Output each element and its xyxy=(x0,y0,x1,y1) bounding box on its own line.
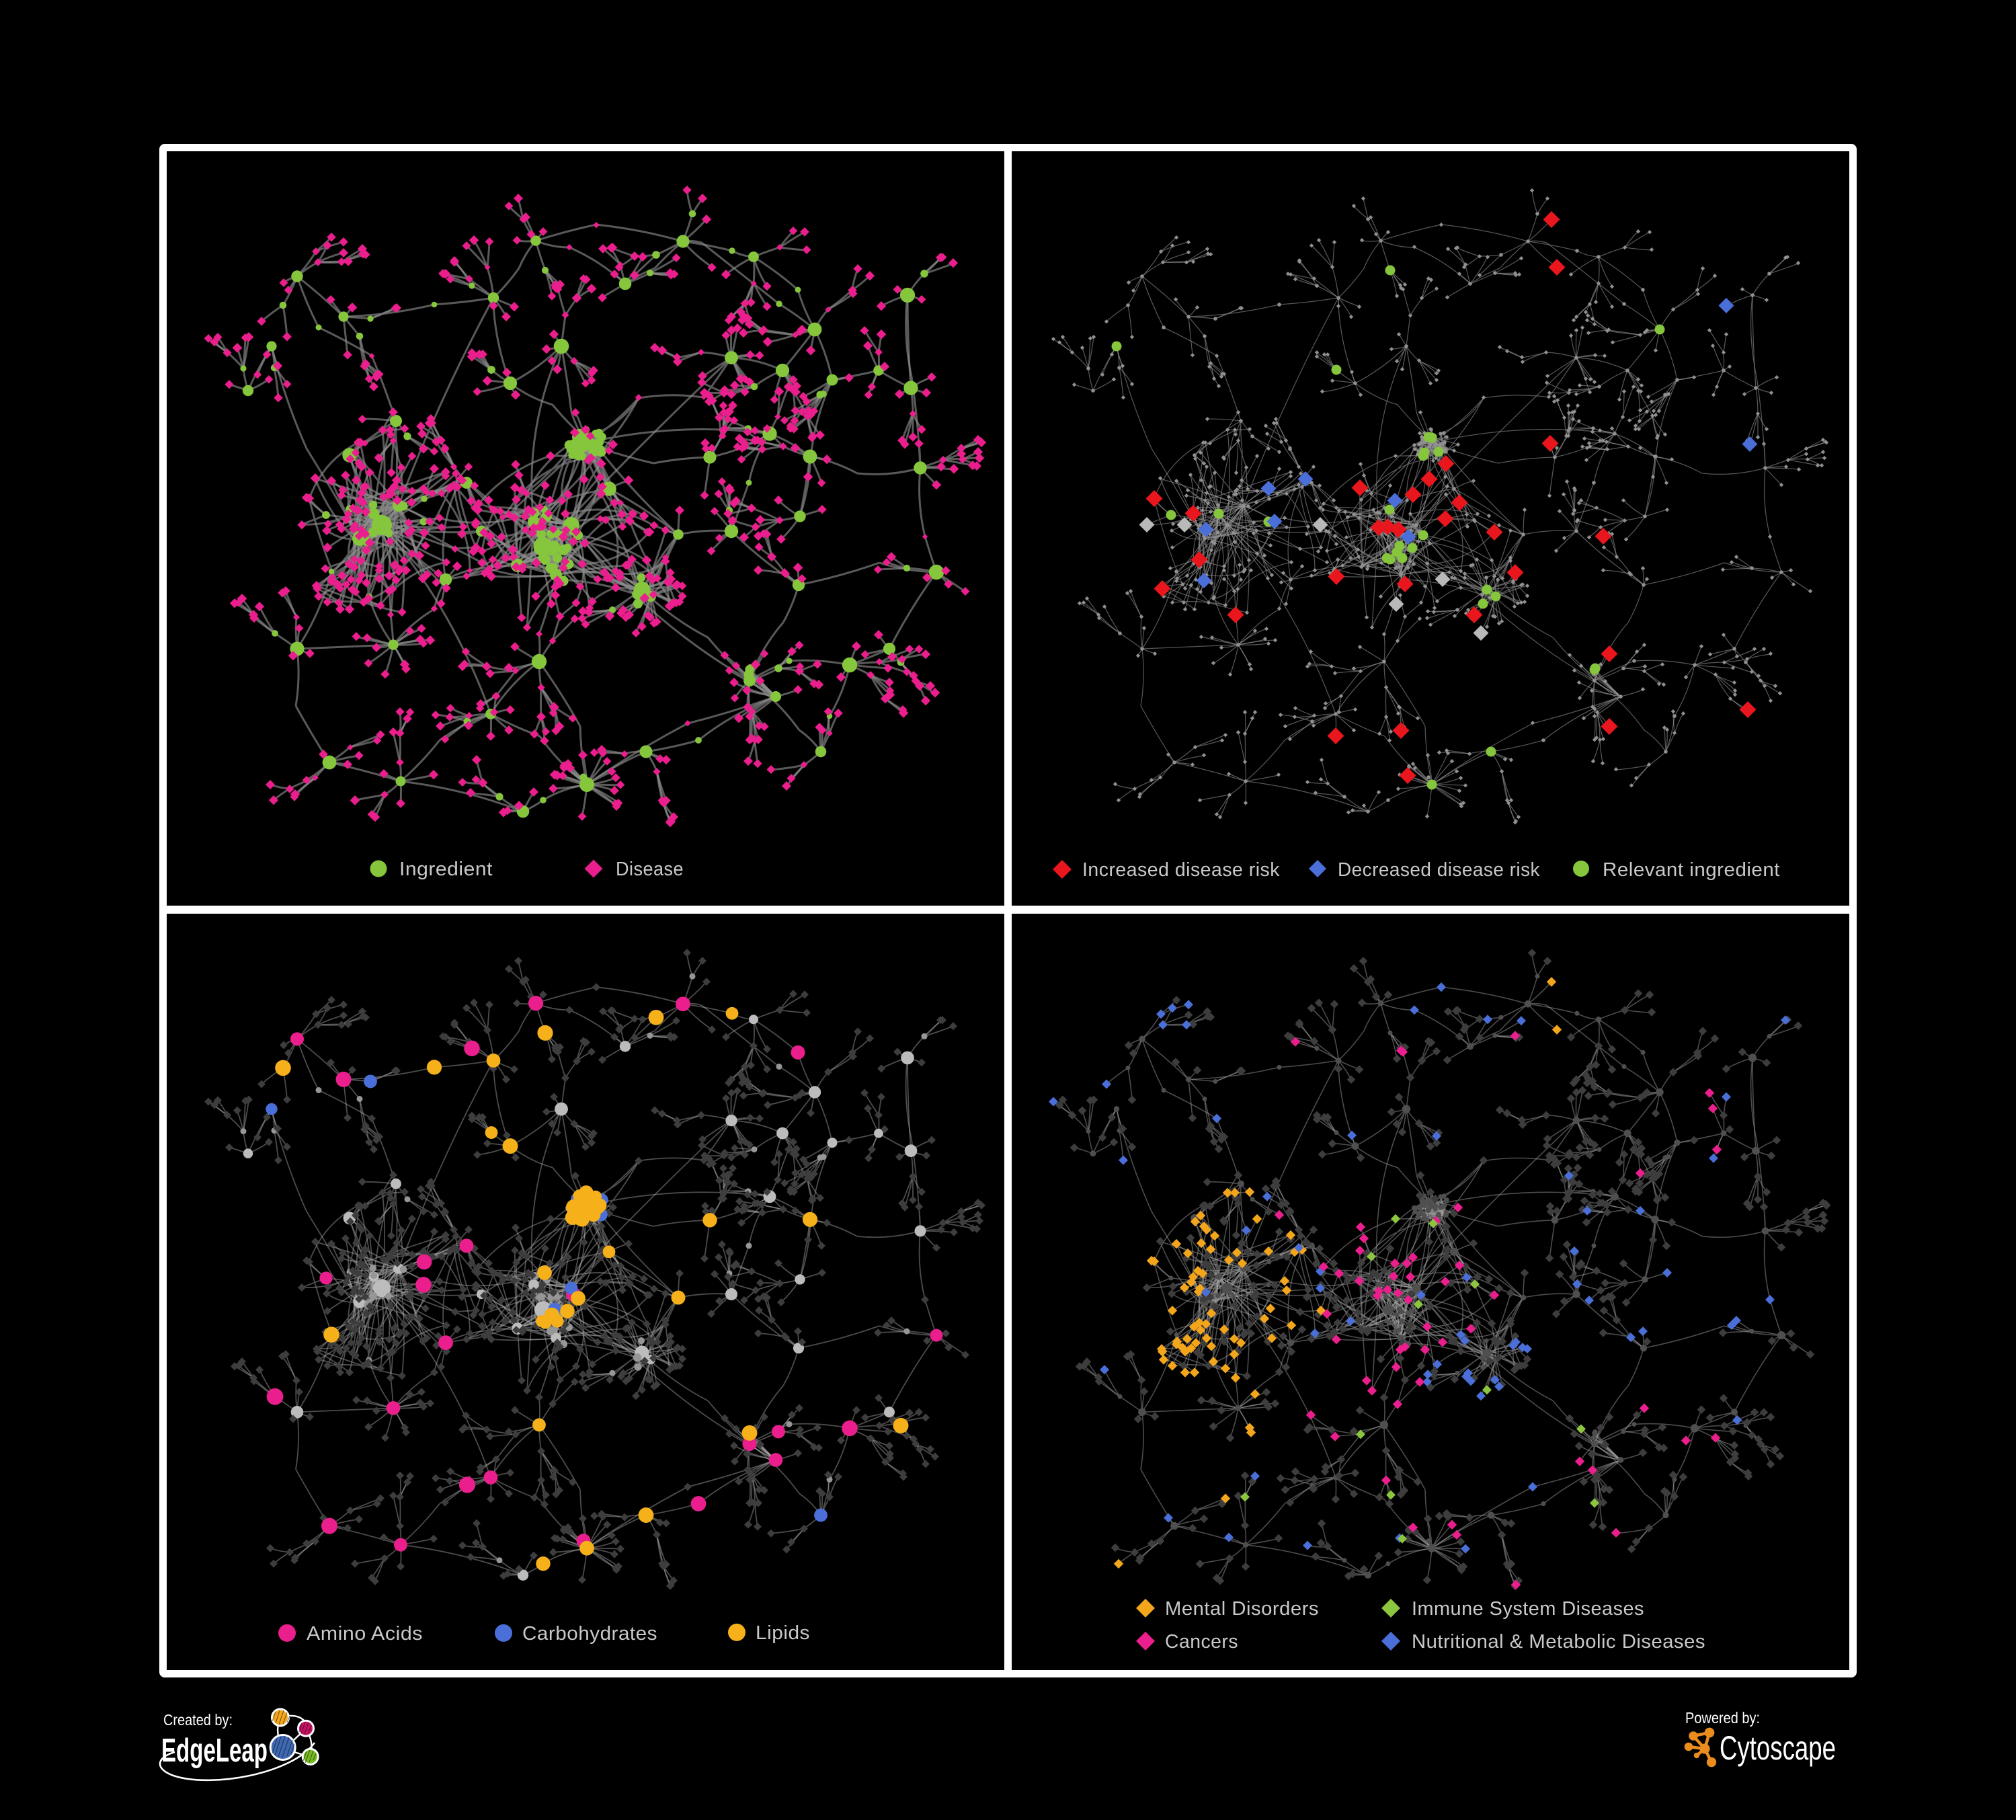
svg-text:Ingredient: Ingredient xyxy=(399,859,493,880)
svg-text:Powered by:: Powered by: xyxy=(1685,1709,1760,1727)
svg-text:Mental Disorders: Mental Disorders xyxy=(1165,1598,1319,1620)
svg-text:Relevant ingredient: Relevant ingredient xyxy=(1603,859,1780,881)
svg-text:Immune System Diseases: Immune System Diseases xyxy=(1412,1598,1644,1620)
svg-text:Cancers: Cancers xyxy=(1165,1631,1238,1653)
svg-text:Decreased disease risk: Decreased disease risk xyxy=(1338,859,1540,881)
svg-text:EdgeLeap: EdgeLeap xyxy=(161,1733,268,1769)
svg-text:Carbohydrates: Carbohydrates xyxy=(522,1623,657,1645)
svg-text:Amino Acids: Amino Acids xyxy=(307,1623,423,1645)
svg-text:Cytoscape: Cytoscape xyxy=(1720,1729,1836,1767)
svg-text:Lipids: Lipids xyxy=(756,1622,810,1644)
svg-text:Nutritional & Metabolic Diseas: Nutritional & Metabolic Diseases xyxy=(1412,1631,1705,1653)
svg-text:Created by:: Created by: xyxy=(163,1711,233,1729)
svg-text:Increased disease risk: Increased disease risk xyxy=(1082,859,1280,881)
svg-text:Disease: Disease xyxy=(616,859,684,880)
